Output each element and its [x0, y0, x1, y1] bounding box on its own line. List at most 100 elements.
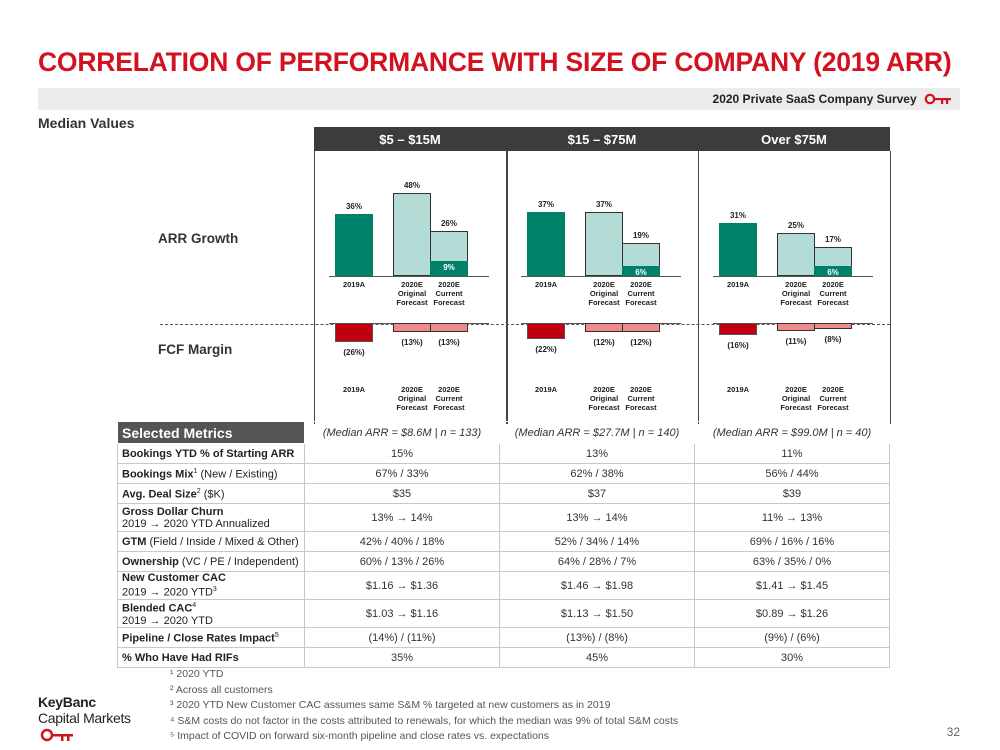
data-label: 37% — [595, 200, 612, 210]
metric-value: 52% / 34% / 14% — [499, 531, 695, 552]
row-label-arr-growth: ARR Growth — [158, 231, 239, 246]
bar-2019a — [527, 212, 565, 276]
table-row: Ownership (VC / PE / Independent) 60% / 1… — [117, 551, 890, 572]
data-label: (26%) — [343, 347, 365, 357]
median-values-label: Median Values — [38, 115, 135, 131]
category-label: 2020E Current Forecast — [625, 385, 657, 412]
metric-value: 11% — [694, 443, 890, 464]
category-label: 2019A — [534, 385, 558, 394]
data-label: (13%) — [401, 338, 423, 348]
category-label: 2020E Original Forecast — [588, 280, 620, 307]
bar-original-forecast — [393, 193, 431, 276]
metric-value: (13%) / (8%) — [499, 627, 695, 648]
bar-original-forecast — [393, 323, 431, 333]
selected-metrics-header: Selected Metrics — [117, 421, 305, 444]
table-row: Bookings YTD % of Starting ARR 15% 13% 11% — [117, 443, 890, 464]
data-label-achieved: 6% — [827, 267, 839, 277]
panel-small — [314, 151, 508, 424]
metric-value: 45% — [499, 647, 695, 668]
bar-2019a — [335, 323, 373, 342]
metric-label: Blended CAC4 2019 → 2020 YTD — [117, 599, 305, 628]
row-label-fcf-margin: FCF Margin — [158, 342, 233, 357]
category-label: 2020E Original Forecast — [588, 385, 620, 412]
data-label: (13%) — [438, 338, 460, 348]
metric-value: 60% / 13% / 26% — [304, 551, 500, 572]
bar-original-forecast — [777, 233, 815, 276]
data-label: 31% — [729, 210, 746, 220]
survey-subtitle: 2020 Private SaaS Company Survey — [713, 92, 954, 106]
bar-2019a — [335, 214, 373, 276]
median-arr-note: (Median ARR = $8.6M | n = 133) — [304, 421, 500, 444]
table-row: GTM (Field / Inside / Mixed & Other) 42% … — [117, 531, 890, 552]
data-label: (22%) — [535, 344, 557, 354]
footnote: ² Across all customers — [170, 683, 273, 696]
bar-original-forecast — [585, 212, 623, 276]
category-label: 2020E Original Forecast — [396, 385, 428, 412]
metric-value: 69% / 16% / 16% — [694, 531, 890, 552]
bar-current-achieved — [622, 265, 660, 276]
table-row: Avg. Deal Size2 ($K) $35 $37 $39 — [117, 483, 890, 504]
category-label: 2020E Current Forecast — [817, 385, 849, 412]
data-label-achieved: 6% — [635, 267, 647, 277]
metric-value: 62% / 38% — [499, 463, 695, 484]
metric-value: 15% — [304, 443, 500, 464]
metric-label: Avg. Deal Size2 ($K) — [117, 483, 305, 504]
data-label-achieved: 9% — [443, 262, 455, 272]
metric-value: 13% → 14% — [304, 503, 500, 532]
bar-current-forecast — [430, 323, 468, 333]
table-row: Pipeline / Close Rates Impact5 (14%) / (1… — [117, 627, 890, 648]
category-label: 2019A — [726, 385, 750, 394]
metrics-table: Selected Metrics (Median ARR = $8.6M | n … — [117, 421, 890, 668]
footnote: ¹ 2020 YTD — [170, 668, 224, 680]
column-header-small: $5 – $15M — [314, 127, 506, 151]
metric-value: $1.03 → $1.16 — [304, 599, 500, 628]
data-label: 26% — [440, 219, 457, 229]
metric-value: $0.89 → $1.26 — [694, 599, 890, 628]
data-label: (8%) — [824, 334, 842, 344]
metric-value: 13% → 14% — [499, 503, 695, 532]
table-row: Bookings Mix1 (New / Existing) 67% / 33% 6… — [117, 463, 890, 484]
metric-label: Bookings YTD % of Starting ARR — [117, 443, 305, 464]
chart-axis — [329, 276, 489, 277]
metric-value: $37 — [499, 483, 695, 504]
section-divider — [160, 324, 890, 325]
metric-value: $1.13 → $1.50 — [499, 599, 695, 628]
category-label: 2019A — [534, 280, 558, 289]
metric-value: $35 — [304, 483, 500, 504]
category-label: 2020E Current Forecast — [433, 280, 465, 307]
metric-value: (9%) / (6%) — [694, 627, 890, 648]
metric-value: 13% — [499, 443, 695, 464]
footnote: ⁴ S&M costs do not factor in the costs a… — [170, 714, 679, 727]
metric-label: Ownership (VC / PE / Independent) — [117, 551, 305, 572]
metric-label: Pipeline / Close Rates Impact5 — [117, 627, 305, 648]
metric-value: 30% — [694, 647, 890, 668]
metric-value: $1.46 → $1.98 — [499, 571, 695, 600]
page-title: CORRELATION OF PERFORMANCE WITH SIZE OF … — [38, 47, 952, 77]
footnote: ⁵ Impact of COVID on forward six-month p… — [170, 730, 550, 742]
bar-current-achieved — [430, 260, 468, 276]
metric-value: (14%) / (11%) — [304, 627, 500, 648]
category-label: 2019A — [726, 280, 750, 289]
data-label: 36% — [345, 202, 362, 212]
metric-value: $39 — [694, 483, 890, 504]
metric-value: 67% / 33% — [304, 463, 500, 484]
data-label: (12%) — [593, 337, 615, 347]
metric-label: % Who Have Had RIFs — [117, 647, 305, 668]
key-icon — [924, 93, 951, 105]
median-arr-note: (Median ARR = $27.7M | n = 140) — [499, 421, 695, 444]
logo-key-icon — [40, 728, 73, 742]
bar-2019a — [527, 323, 565, 339]
category-label: 2019A — [342, 280, 366, 289]
survey-subtitle-text: 2020 Private SaaS Company Survey — [712, 92, 917, 106]
category-label: 2020E Original Forecast — [780, 385, 812, 412]
data-label: 25% — [787, 221, 804, 230]
footnote: ³ 2020 YTD New Customer CAC assumes same… — [170, 699, 611, 711]
category-label: 2020E Current Forecast — [817, 280, 849, 307]
table-row: Blended CAC4 2019 → 2020 YTD $1.03 → $1.16… — [117, 599, 890, 628]
data-label: 17% — [824, 234, 841, 244]
median-arr-note: (Median ARR = $99.0M | n = 40) — [694, 421, 890, 444]
logo-capital-markets: Capital Markets — [38, 710, 131, 726]
metric-label: Bookings Mix1 (New / Existing) — [117, 463, 305, 484]
bar-2019a — [719, 323, 757, 335]
bar-current-achieved — [814, 265, 852, 276]
